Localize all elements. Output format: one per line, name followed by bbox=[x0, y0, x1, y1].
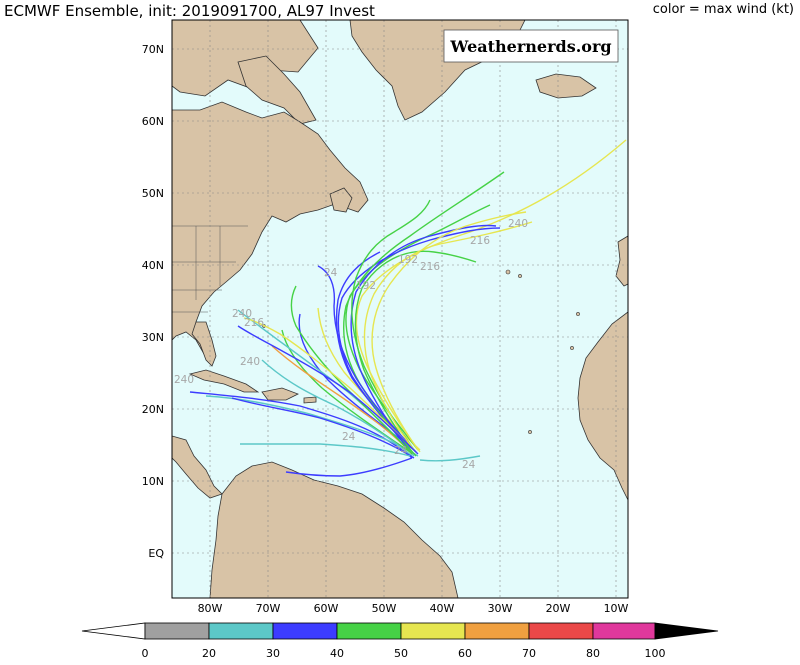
track-line bbox=[419, 455, 481, 462]
track-line bbox=[271, 345, 413, 455]
lat-label: 20N bbox=[142, 403, 164, 416]
madeira bbox=[576, 312, 580, 316]
graticule bbox=[172, 20, 628, 598]
canary-islands bbox=[570, 346, 574, 350]
track-line bbox=[363, 221, 533, 451]
lon-label: 40W bbox=[430, 602, 455, 615]
colorbar-under-arrow bbox=[81, 622, 146, 640]
track-line bbox=[237, 325, 419, 455]
track-line bbox=[317, 307, 421, 451]
lat-label: 70N bbox=[142, 43, 164, 56]
ensemble-tracks bbox=[189, 139, 627, 477]
colorbar-segment bbox=[464, 622, 530, 640]
colorbar-segment bbox=[400, 622, 466, 640]
colorbar-segment bbox=[208, 622, 274, 640]
colorbar-segment bbox=[336, 622, 402, 640]
lon-label: 10W bbox=[604, 602, 629, 615]
track-label: 24 bbox=[324, 267, 338, 279]
track-line bbox=[231, 397, 415, 459]
central-america bbox=[172, 435, 223, 499]
south-america bbox=[209, 461, 459, 598]
track-label: 240 bbox=[174, 374, 194, 386]
lat-label: 30N bbox=[142, 331, 164, 344]
colorbar-over-arrow bbox=[654, 622, 719, 640]
track-line bbox=[290, 285, 413, 455]
lat-label: 50N bbox=[142, 187, 164, 200]
map-title: ECMWF Ensemble, init: 2019091700, AL97 I… bbox=[4, 2, 375, 20]
track-label: 24 bbox=[394, 445, 408, 457]
lon-label: 20W bbox=[546, 602, 571, 615]
lat-label: EQ bbox=[148, 547, 164, 560]
lon-label: 80W bbox=[198, 602, 223, 615]
watermark-text: Weathernerds.org bbox=[449, 37, 611, 56]
watermark: Weathernerds.org bbox=[443, 29, 619, 63]
azores-2 bbox=[518, 274, 522, 278]
colorbar-tick: 70 bbox=[522, 647, 536, 660]
track-line bbox=[285, 457, 413, 477]
colorbar-segment bbox=[528, 622, 594, 640]
lat-label: 60N bbox=[142, 115, 164, 128]
color-legend-note: color = max wind (kt) bbox=[652, 2, 794, 17]
track-label: 192 bbox=[398, 254, 418, 266]
track-label: 240 bbox=[508, 218, 528, 230]
track-line bbox=[343, 171, 505, 457]
colorbar-tick: 20 bbox=[202, 647, 216, 660]
colorbar-tick: 50 bbox=[394, 647, 408, 660]
colorbar: 0 20 30 40 50 60 70 80 100 bbox=[81, 622, 719, 660]
track-line bbox=[337, 227, 501, 455]
azores bbox=[505, 269, 511, 275]
colorbar-tick: 100 bbox=[645, 647, 666, 660]
lon-label: 60W bbox=[314, 602, 339, 615]
longitude-labels: 80W 70W 60W 50W 40W 30W 20W 10W bbox=[198, 602, 629, 615]
colorbar-tick: 60 bbox=[458, 647, 472, 660]
puerto-rico bbox=[303, 396, 317, 404]
colorbar-tick: 0 bbox=[142, 647, 149, 660]
track-label: 216 bbox=[244, 317, 264, 329]
track-line bbox=[240, 443, 411, 457]
newfoundland bbox=[329, 187, 353, 213]
africa bbox=[577, 311, 628, 501]
lat-label: 10N bbox=[142, 475, 164, 488]
cape-verde bbox=[528, 430, 532, 434]
colorbar-segment bbox=[144, 622, 210, 640]
track-label: 24 bbox=[462, 459, 476, 471]
track-label: 216 bbox=[420, 261, 440, 273]
lon-label: 50W bbox=[372, 602, 397, 615]
track-label: 240 bbox=[240, 356, 260, 368]
hispaniola bbox=[261, 387, 299, 401]
baffin-island bbox=[237, 55, 317, 125]
track-line bbox=[371, 211, 527, 451]
colorbar-tick: 80 bbox=[586, 647, 600, 660]
track-label: 216 bbox=[470, 235, 490, 247]
cuba bbox=[188, 369, 260, 393]
track-label: 192 bbox=[356, 280, 376, 292]
latitude-labels: 70N 60N 50N 40N 30N 20N 10N EQ bbox=[142, 43, 165, 560]
track-line bbox=[354, 250, 477, 453]
iceland bbox=[535, 73, 597, 99]
track-line bbox=[350, 224, 497, 453]
track-line bbox=[261, 359, 413, 457]
track-label: 24 bbox=[342, 431, 356, 443]
lon-label: 70W bbox=[256, 602, 281, 615]
colorbar-tick: 40 bbox=[330, 647, 344, 660]
map-frame bbox=[171, 19, 629, 599]
colorbar-segment bbox=[592, 622, 656, 640]
track-label: 240 bbox=[232, 308, 252, 320]
track-line bbox=[317, 265, 417, 453]
colorbar-tick: 30 bbox=[266, 647, 280, 660]
lat-label: 40N bbox=[142, 259, 164, 272]
land-masses bbox=[172, 20, 628, 598]
colorbar-segment bbox=[272, 622, 338, 640]
track-line bbox=[243, 317, 417, 453]
lon-label: 30W bbox=[488, 602, 513, 615]
track-hour-labels: 240 216 192 216 240 192 24 240 216 24 24… bbox=[174, 218, 528, 471]
track-line bbox=[355, 139, 627, 453]
